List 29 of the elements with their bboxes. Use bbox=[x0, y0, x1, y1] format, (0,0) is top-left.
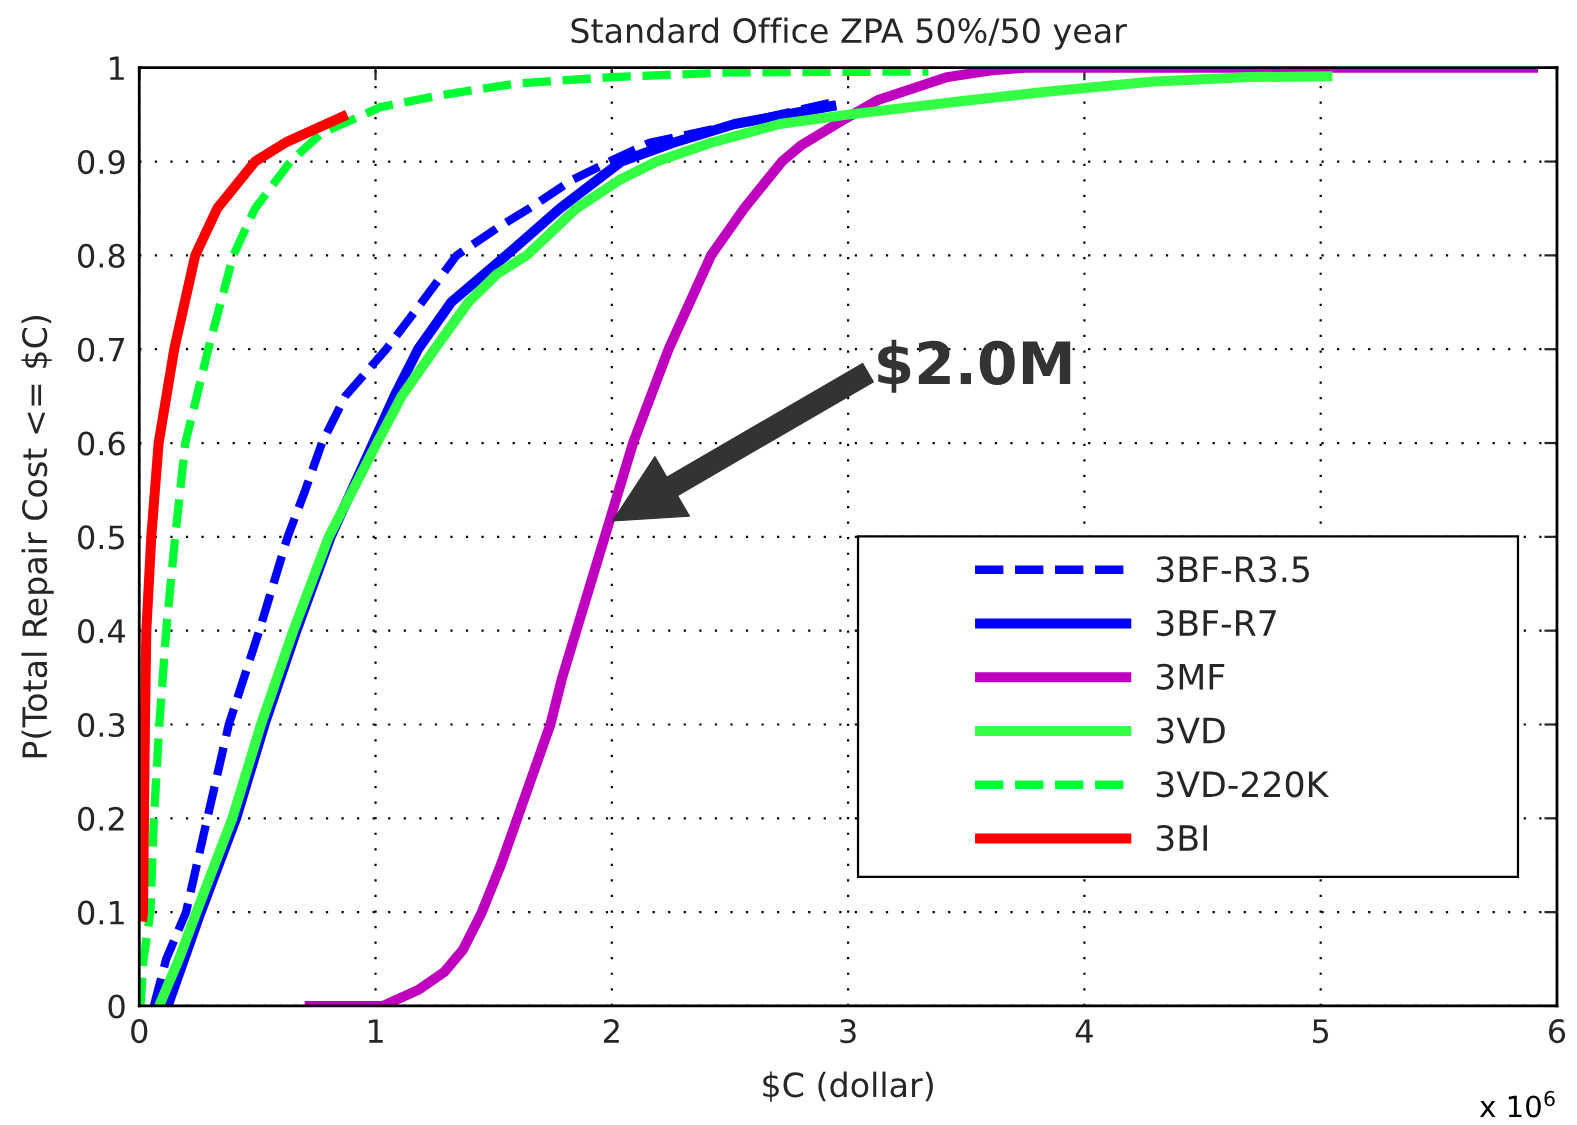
x-tick-label: 0 bbox=[131, 1019, 148, 1044]
x-tick-label: 2 bbox=[604, 1019, 619, 1043]
y-tick-label: 0.8 bbox=[78, 243, 125, 268]
legend-label: 3VD-220K bbox=[1156, 771, 1330, 798]
x-tick-label: 3 bbox=[840, 1019, 856, 1044]
y-tick-label: 0.7 bbox=[78, 337, 125, 362]
legend-label: 3BF-R7 bbox=[1156, 609, 1276, 637]
legend-label: 3BF-R3.5 bbox=[1156, 556, 1309, 583]
annotation: $2.0M bbox=[878, 339, 1071, 393]
x-tick-label: 1 bbox=[368, 1019, 383, 1043]
y-tick-label: 0.1 bbox=[78, 900, 124, 925]
y-tick-label: 1 bbox=[109, 56, 124, 80]
legend-label: 3VD bbox=[1156, 717, 1225, 744]
y-tick-label: 0.2 bbox=[78, 806, 124, 831]
x-tick-label: 4 bbox=[1075, 1019, 1093, 1043]
x-tick-label: 6 bbox=[1549, 1019, 1566, 1044]
text: x 10$^{6}$ bbox=[1479, 1090, 1555, 1118]
y-tick-label: 0 bbox=[108, 994, 125, 1019]
legend-label: 3MF bbox=[1156, 663, 1225, 690]
y-tick-label: 0.3 bbox=[78, 712, 125, 738]
legend-label: 3BI bbox=[1156, 824, 1207, 852]
x-axis-title: $C (dollar) bbox=[763, 1071, 933, 1102]
y-tick-label: 0.6 bbox=[78, 431, 125, 456]
y-axis-title: P(Total Repair Cost <= $C) bbox=[21, 315, 54, 758]
y-tick-label: 0.9 bbox=[78, 149, 125, 175]
x-tick-label: 5 bbox=[1312, 1019, 1329, 1044]
chart-title: Standard Office ZPA 50%/50 year bbox=[571, 17, 1127, 50]
y-tick-label: 0.5 bbox=[78, 525, 124, 550]
y-tick-label: 0.4 bbox=[78, 619, 125, 644]
